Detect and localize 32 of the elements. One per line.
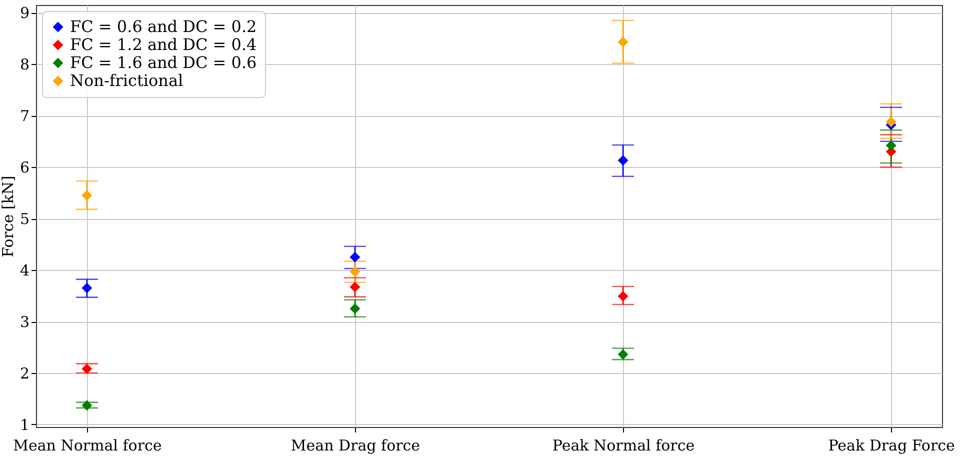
y-tick-label: 5 <box>20 210 30 228</box>
point <box>82 400 92 411</box>
legend-label: FC = 1.6 and DC = 0.6 <box>70 53 257 72</box>
y-tick-label: 4 <box>20 262 30 280</box>
y-tick-label: 8 <box>20 56 30 74</box>
y-tick-label: 3 <box>20 313 30 331</box>
point <box>618 155 628 166</box>
point <box>82 190 92 201</box>
point <box>618 291 628 302</box>
legend-label: FC = 0.6 and DC = 0.2 <box>70 17 257 36</box>
x-tick-label: Peak Normal force <box>552 436 695 454</box>
y-tick-label: 7 <box>20 107 30 126</box>
y-tick-label: 2 <box>20 364 30 382</box>
y-tick-label: 6 <box>20 158 30 177</box>
x-tick-label: Peak Drag Force <box>828 436 956 454</box>
y-axis-title: Force [kN] <box>0 176 17 258</box>
point <box>350 303 360 314</box>
legend-label: FC = 1.2 and DC = 0.4 <box>70 35 257 54</box>
x-tick-label: Mean Drag force <box>290 436 420 454</box>
y-tick-label: 1 <box>20 416 30 434</box>
point <box>886 140 896 151</box>
point <box>618 36 628 48</box>
point <box>350 252 360 262</box>
point <box>618 349 628 360</box>
point <box>350 282 360 292</box>
point <box>886 116 896 128</box>
point <box>82 282 92 294</box>
x-tick-label: Mean Normal force <box>13 436 162 454</box>
y-tick-label: 9 <box>20 4 30 22</box>
legend-label: Non-frictional <box>70 71 184 90</box>
point <box>82 364 92 374</box>
point <box>350 266 360 277</box>
